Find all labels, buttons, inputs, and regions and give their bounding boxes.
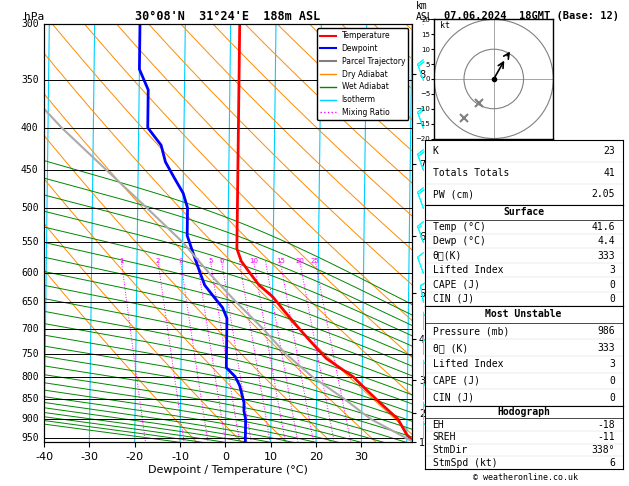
Text: Temp (°C): Temp (°C): [433, 222, 486, 232]
Text: 300: 300: [21, 19, 38, 29]
Text: Surface: Surface: [503, 208, 544, 217]
Text: CAPE (J): CAPE (J): [433, 279, 479, 290]
Text: SREH: SREH: [433, 433, 456, 442]
Text: Pressure (mb): Pressure (mb): [433, 326, 509, 336]
Text: Lifted Index: Lifted Index: [433, 359, 503, 369]
Text: 0: 0: [609, 279, 615, 290]
Text: 750: 750: [21, 348, 38, 359]
Legend: Temperature, Dewpoint, Parcel Trajectory, Dry Adiabat, Wet Adiabat, Isotherm, Mi: Temperature, Dewpoint, Parcel Trajectory…: [317, 28, 408, 120]
Text: 4.4: 4.4: [597, 236, 615, 246]
Text: 650: 650: [21, 297, 38, 307]
Text: 450: 450: [21, 165, 38, 175]
Text: 950: 950: [21, 434, 38, 444]
Text: 4: 4: [195, 258, 199, 264]
Text: EH: EH: [433, 420, 444, 430]
Text: 3: 3: [179, 258, 183, 264]
Text: 700: 700: [21, 324, 38, 334]
Text: Hodograph: Hodograph: [497, 407, 550, 417]
Text: 0: 0: [609, 294, 615, 304]
Text: CIN (J): CIN (J): [433, 294, 474, 304]
Text: K: K: [433, 146, 438, 156]
Text: 2: 2: [156, 258, 160, 264]
Text: 07.06.2024  18GMT (Base: 12): 07.06.2024 18GMT (Base: 12): [444, 11, 619, 21]
Text: 3: 3: [609, 265, 615, 275]
Text: 6: 6: [609, 458, 615, 468]
Text: PW (cm): PW (cm): [433, 190, 474, 199]
Text: kt: kt: [440, 21, 450, 30]
Text: Mixing Ratio(g/kg): Mixing Ratio(g/kg): [451, 180, 461, 286]
Text: 2.05: 2.05: [591, 190, 615, 199]
Text: 10: 10: [249, 258, 258, 264]
Text: 986: 986: [597, 326, 615, 336]
Text: km
ASL: km ASL: [416, 0, 433, 22]
Text: θᴄ(K): θᴄ(K): [433, 251, 462, 260]
Text: CAPE (J): CAPE (J): [433, 376, 479, 386]
Text: 350: 350: [21, 75, 38, 85]
Text: 15: 15: [276, 258, 285, 264]
Text: 25: 25: [311, 258, 320, 264]
X-axis label: Dewpoint / Temperature (°C): Dewpoint / Temperature (°C): [148, 465, 308, 475]
Text: CIN (J): CIN (J): [433, 393, 474, 402]
Text: 41.6: 41.6: [591, 222, 615, 232]
Text: 0: 0: [609, 393, 615, 402]
Text: 900: 900: [21, 414, 38, 424]
Text: 23: 23: [603, 146, 615, 156]
Text: 550: 550: [21, 237, 38, 247]
Text: StmSpd (kt): StmSpd (kt): [433, 458, 497, 468]
Text: StmDir: StmDir: [433, 445, 468, 455]
Title: 30°08'N  31°24'E  188m ASL: 30°08'N 31°24'E 188m ASL: [135, 10, 321, 23]
Text: 850: 850: [21, 394, 38, 403]
Text: Dewp (°C): Dewp (°C): [433, 236, 486, 246]
Text: hPa: hPa: [24, 12, 44, 22]
Text: 333: 333: [597, 343, 615, 353]
Text: 6: 6: [220, 258, 224, 264]
Text: 1: 1: [119, 258, 124, 264]
Text: 3: 3: [609, 359, 615, 369]
Text: 5: 5: [208, 258, 213, 264]
Text: -18: -18: [597, 420, 615, 430]
Text: © weatheronline.co.uk: © weatheronline.co.uk: [473, 473, 577, 482]
Text: 500: 500: [21, 203, 38, 213]
Text: 20: 20: [296, 258, 304, 264]
Text: Totals Totals: Totals Totals: [433, 168, 509, 178]
Text: 800: 800: [21, 372, 38, 382]
Text: 0: 0: [609, 376, 615, 386]
Text: Lifted Index: Lifted Index: [433, 265, 503, 275]
Text: 41: 41: [603, 168, 615, 178]
Text: 333: 333: [597, 251, 615, 260]
Text: Most Unstable: Most Unstable: [486, 310, 562, 319]
Text: -11: -11: [597, 433, 615, 442]
Text: 600: 600: [21, 268, 38, 278]
Text: 400: 400: [21, 122, 38, 133]
Text: θᴄ (K): θᴄ (K): [433, 343, 468, 353]
Text: 338°: 338°: [591, 445, 615, 455]
